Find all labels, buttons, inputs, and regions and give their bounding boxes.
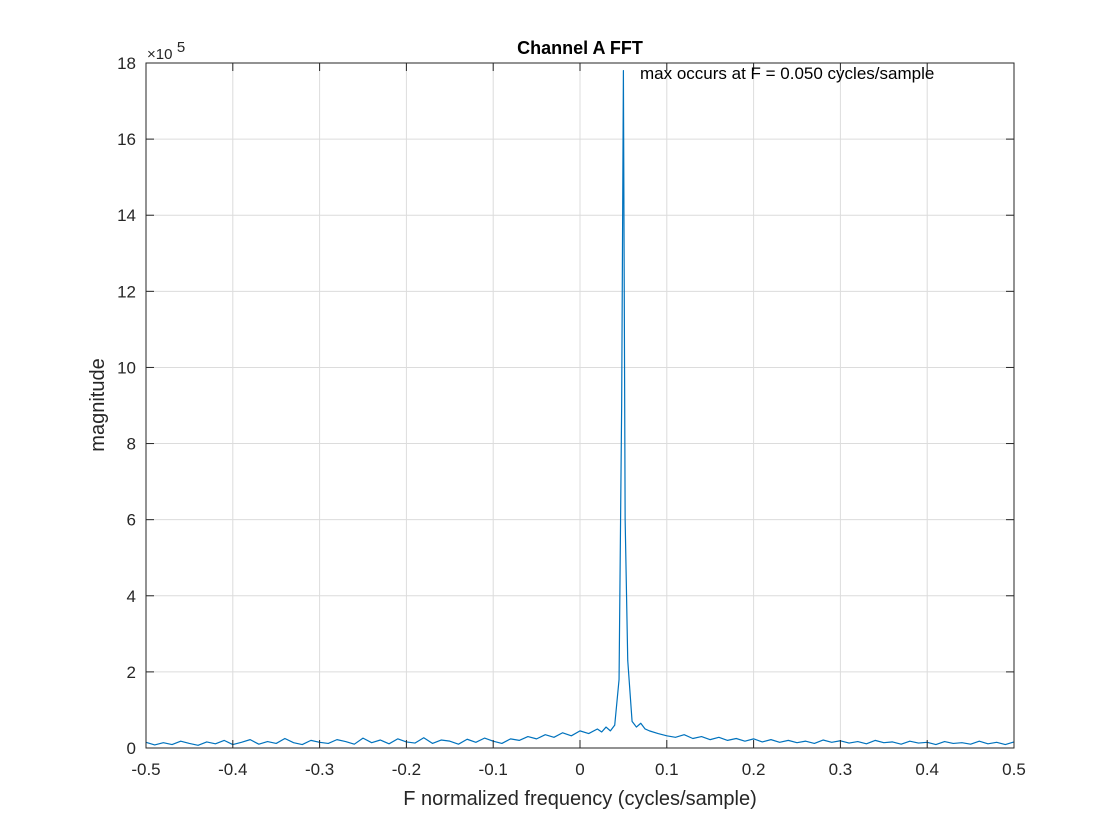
y-tick-label: 2 xyxy=(127,663,136,682)
max-annotation: max occurs at F = 0.050 cycles/sample xyxy=(640,64,934,83)
y-tick-label: 8 xyxy=(127,435,136,454)
y-tick-label: 6 xyxy=(127,511,136,530)
y-exponent: ×10 5 xyxy=(147,39,185,63)
series-line-group xyxy=(145,70,1015,746)
chart-title: Channel A FFT xyxy=(517,38,643,58)
y-exponent-base: ×10 xyxy=(147,46,172,63)
x-tick-label: -0.2 xyxy=(392,760,421,779)
x-tick-label: 0.3 xyxy=(829,760,853,779)
x-tick-label: 0 xyxy=(575,760,584,779)
x-tick-label: -0.5 xyxy=(131,760,160,779)
x-axis-label: F normalized frequency (cycles/sample) xyxy=(403,788,756,810)
x-tick-label: -0.1 xyxy=(479,760,508,779)
y-tick-label: 0 xyxy=(127,739,136,758)
x-tick-label: 0.4 xyxy=(915,760,939,779)
y-tick-label: 12 xyxy=(117,282,136,301)
y-tick-label: 16 xyxy=(117,130,136,149)
y-exponent-power: 5 xyxy=(177,39,185,56)
x-tick-label: 0.5 xyxy=(1002,760,1026,779)
y-tick-labels: 0 2 4 6 8 10 12 14 16 18 xyxy=(117,54,136,758)
y-tick-label: 14 xyxy=(117,206,136,225)
y-axis-label: magnitude xyxy=(87,358,109,451)
y-tick-label: 10 xyxy=(117,358,136,377)
y-tick-label: 4 xyxy=(127,587,136,606)
x-tick-label: 0.1 xyxy=(655,760,679,779)
y-tick-label: 18 xyxy=(117,54,136,73)
x-tick-label: -0.3 xyxy=(305,760,334,779)
x-tick-labels: -0.5 -0.4 -0.3 -0.2 -0.1 0 0.1 0.2 0.3 0.4 0.5 xyxy=(131,760,1025,779)
axis-ticks xyxy=(145,62,1015,749)
fft-magnitude-line xyxy=(145,70,1015,746)
x-tick-label: 0.2 xyxy=(742,760,766,779)
x-tick-label: -0.4 xyxy=(218,760,247,779)
